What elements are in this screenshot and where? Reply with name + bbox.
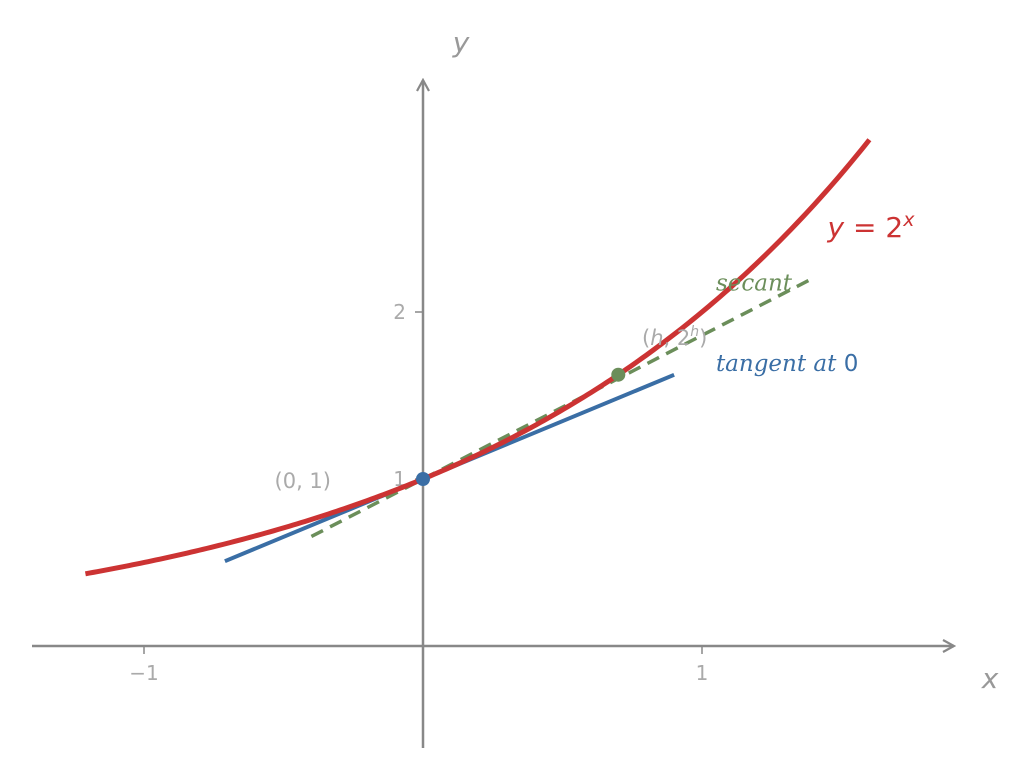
tangent-point [416, 472, 430, 486]
secant-label: secant [716, 270, 793, 296]
x-axis-label: x [981, 662, 999, 695]
labels-layer: (0, 1) y = 2x secant (h, 2h) tangent at 0 [275, 209, 916, 493]
point-label-origin: (0, 1) [275, 469, 331, 493]
y-axis-label: y [452, 26, 470, 59]
points-layer [416, 367, 626, 486]
x-tick-label: −1 [129, 661, 158, 685]
exp-curve [84, 138, 872, 577]
tangent-label: tangent at 0 [716, 351, 858, 377]
x-tick-label: 1 [696, 661, 709, 685]
point-label-secant: (h, 2h) [642, 324, 707, 350]
curve-label: y = 2x [827, 209, 916, 244]
secant-point [611, 367, 626, 382]
series-layer [84, 138, 872, 577]
y-tick-label: 2 [393, 300, 406, 324]
